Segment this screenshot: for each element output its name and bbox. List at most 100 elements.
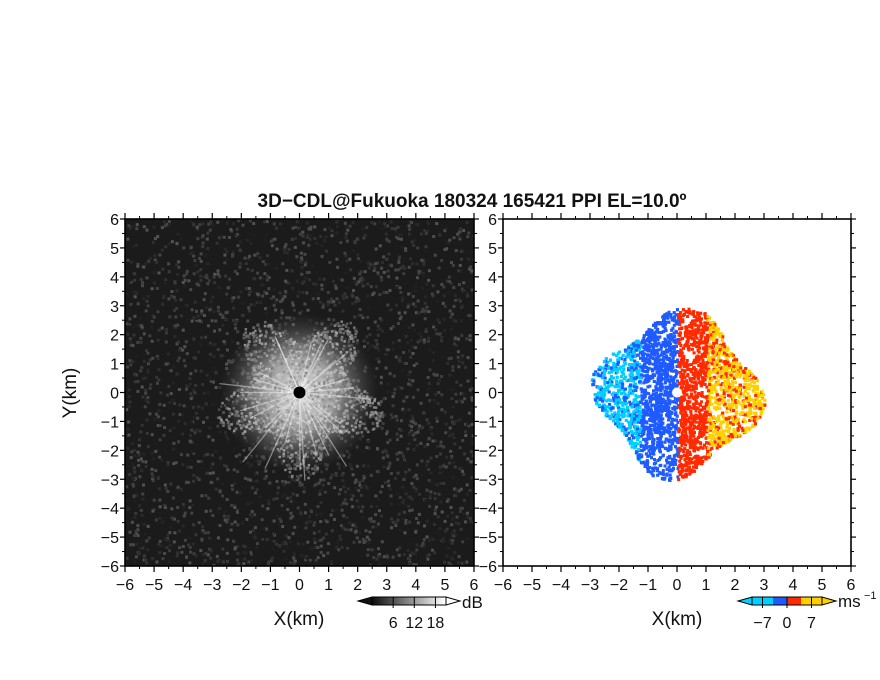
reflectivity-noise-pixel: [352, 276, 356, 280]
reflectivity-noise-pixel: [216, 272, 220, 276]
reflectivity-noise-pixel: [459, 319, 463, 323]
reflectivity-noise-pixel: [420, 310, 424, 314]
reflectivity-noise-pixel: [133, 534, 137, 537]
reflectivity-noise-pixel: [238, 491, 241, 495]
reflectivity-echo-pixel: [273, 367, 276, 370]
reflectivity-echo-pixel: [318, 410, 321, 413]
reflectivity-noise-pixel: [455, 400, 459, 404]
reflectivity-noise-pixel: [435, 483, 439, 487]
reflectivity-echo-pixel: [316, 363, 319, 367]
reflectivity-noise-pixel: [389, 502, 393, 506]
reflectivity-noise-pixel: [280, 309, 284, 313]
reflectivity-noise-pixel: [438, 527, 442, 531]
reflectivity-echo-pixel: [273, 397, 277, 401]
reflectivity-noise-pixel: [344, 254, 348, 258]
reflectivity-echo-pixel: [251, 333, 255, 337]
reflectivity-echo-pixel: [368, 399, 372, 402]
reflectivity-echo-pixel: [267, 389, 270, 392]
reflectivity-noise-pixel: [191, 542, 195, 546]
reflectivity-noise-pixel: [265, 254, 269, 258]
reflectivity-echo-pixel: [292, 415, 296, 419]
reflectivity-noise-pixel: [190, 449, 194, 453]
reflectivity-noise-pixel: [431, 322, 435, 326]
reflectivity-noise-pixel: [425, 418, 429, 422]
reflectivity-noise-pixel: [211, 514, 215, 517]
reflectivity-noise-pixel: [382, 271, 386, 274]
reflectivity-echo-pixel: [294, 467, 297, 471]
reflectivity-streak: [299, 353, 347, 393]
reflectivity-noise-pixel: [375, 367, 379, 371]
reflectivity-echo-pixel: [310, 437, 313, 440]
reflectivity-echo-pixel: [314, 417, 317, 420]
reflectivity-noise-pixel: [336, 265, 340, 269]
reflectivity-echo-pixel: [330, 374, 334, 377]
reflectivity-noise-pixel: [199, 369, 203, 373]
reflectivity-noise-pixel: [320, 254, 324, 258]
reflectivity-noise-pixel: [198, 319, 202, 323]
reflectivity-echo-pixel: [273, 388, 277, 391]
reflectivity-noise-pixel: [189, 372, 193, 376]
reflectivity-noise-pixel: [468, 267, 472, 271]
reflectivity-noise-pixel: [261, 294, 265, 298]
reflectivity-noise-pixel: [440, 283, 444, 286]
reflectivity-noise-pixel: [230, 503, 234, 507]
reflectivity-noise-pixel: [168, 315, 172, 319]
reflectivity-echo-pixel: [329, 360, 332, 363]
reflectivity-echo-pixel: [311, 397, 315, 401]
reflectivity-noise-pixel: [288, 539, 292, 543]
reflectivity-noise-pixel: [190, 511, 194, 515]
reflectivity-echo-pixel: [273, 337, 276, 341]
reflectivity-noise-pixel: [126, 508, 129, 511]
reflectivity-echo-pixel: [249, 414, 253, 417]
reflectivity-echo-pixel: [336, 392, 339, 396]
reflectivity-echo-pixel: [236, 422, 240, 425]
reflectivity-noise-pixel: [448, 373, 452, 377]
reflectivity-echo-pixel: [305, 466, 309, 470]
reflectivity-noise-pixel: [414, 530, 418, 534]
reflectivity-noise-pixel: [283, 250, 286, 254]
reflectivity-noise-pixel: [167, 385, 171, 388]
reflectivity-noise-pixel: [440, 393, 444, 397]
reflectivity-noise-pixel: [460, 257, 463, 261]
reflectivity-noise-pixel: [416, 340, 420, 344]
reflectivity-echo-pixel: [315, 371, 318, 375]
reflectivity-noise-pixel: [278, 544, 282, 548]
reflectivity-echo-pixel: [310, 449, 313, 453]
reflectivity-echo-pixel: [316, 420, 320, 423]
reflectivity-noise-pixel: [275, 247, 279, 251]
reflectivity-noise-pixel: [186, 465, 190, 469]
reflectivity-echo-pixel: [262, 415, 265, 419]
reflectivity-echo-pixel: [317, 357, 320, 361]
reflectivity-streak: [298, 392, 306, 481]
reflectivity-noise-pixel: [348, 257, 352, 261]
reflectivity-echo-pixel: [221, 401, 224, 405]
reflectivity-echo-pixel: [354, 332, 358, 336]
reflectivity-noise-pixel: [142, 332, 146, 336]
reflectivity-noise-pixel: [176, 485, 180, 489]
reflectivity-noise-pixel: [289, 495, 293, 499]
reflectivity-echo-pixel: [324, 416, 327, 420]
reflectivity-noise-pixel: [261, 276, 265, 280]
reflectivity-noise-pixel: [436, 515, 440, 519]
reflectivity-echo-pixel: [227, 426, 231, 429]
reflectivity-noise-pixel: [429, 426, 433, 429]
reflectivity-echo-pixel: [290, 388, 293, 392]
reflectivity-noise-pixel: [351, 221, 355, 225]
reflectivity-noise-pixel: [403, 531, 407, 535]
reflectivity-noise-pixel: [380, 266, 384, 270]
reflectivity-noise-pixel: [342, 297, 345, 301]
reflectivity-noise-pixel: [237, 562, 241, 566]
reflectivity-noise-pixel: [164, 486, 168, 490]
reflectivity-noise-pixel: [423, 544, 427, 548]
reflectivity-echo-pixel: [352, 339, 355, 343]
reflectivity-echo-pixel: [302, 367, 305, 371]
reflectivity-noise-pixel: [195, 282, 199, 286]
reflectivity-noise-pixel: [283, 245, 287, 249]
reflectivity-echo-pixel: [285, 365, 288, 369]
reflectivity-noise-pixel: [134, 512, 138, 515]
reflectivity-echo-pixel: [264, 421, 268, 425]
reflectivity-noise-pixel: [214, 450, 218, 453]
reflectivity-noise-pixel: [409, 257, 412, 261]
reflectivity-echo-pixel: [328, 381, 332, 385]
reflectivity-noise-pixel: [189, 219, 193, 223]
